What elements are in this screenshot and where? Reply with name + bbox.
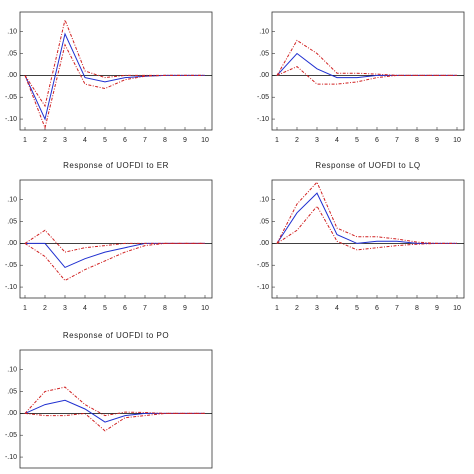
x-tick-label: 5 [355,305,359,312]
x-tick-label: 1 [275,305,279,312]
y-tick-label: .10 [259,29,269,36]
response-line [24,386,205,417]
y-tick-label: -.10 [5,454,17,461]
response-line [24,399,205,423]
y-tick-label: .00 [259,72,269,79]
x-tick-label: 3 [315,305,319,312]
x-tick-label: 1 [275,137,279,144]
panel-title: Response of UOFDI to PO [63,331,169,340]
plot-frame [19,349,213,469]
plot-frame [271,11,465,131]
x-tick-label: 6 [123,137,127,144]
y-tick-label: -.05 [5,432,17,439]
y-tick-label: -.10 [5,116,17,123]
x-tick-label: 2 [295,305,299,312]
response-line [24,242,205,282]
x-tick-label: 1 [23,137,27,144]
y-tick-label: .05 [7,388,17,395]
response-line [276,39,457,76]
x-tick-label: 9 [183,305,187,312]
x-tick-label: 7 [395,305,399,312]
response-line [24,18,205,108]
y-tick-label: .05 [7,218,17,225]
x-tick-label: 3 [63,305,67,312]
y-tick-label: .10 [259,197,269,204]
y-tick-label: -.10 [257,116,269,123]
x-tick-label: 2 [43,137,47,144]
y-tick-label: .10 [7,367,17,374]
response-line [276,52,457,79]
x-tick-label: 4 [335,305,339,312]
y-tick-label: .00 [7,72,17,79]
y-tick-label: .05 [259,50,269,57]
y-tick-label: -.05 [257,94,269,101]
x-tick-label: 8 [163,137,167,144]
x-tick-label: 2 [43,305,47,312]
response-line [276,192,457,244]
response-line [276,66,457,85]
response-line [25,242,205,269]
response-line [276,181,457,244]
x-tick-label: 9 [435,305,439,312]
plot-frame [19,179,213,299]
x-tick-label: 6 [375,305,379,312]
x-tick-label: 5 [355,137,359,144]
x-tick-label: 6 [375,137,379,144]
x-tick-label: 1 [23,305,27,312]
x-tick-label: 7 [143,305,147,312]
y-tick-label: -.05 [257,262,269,269]
x-tick-label: 10 [201,137,209,144]
x-tick-label: 7 [143,137,147,144]
response-line [24,412,205,432]
x-tick-label: 8 [415,137,419,144]
x-tick-label: 4 [83,137,87,144]
y-tick-label: .05 [259,218,269,225]
x-tick-label: 8 [415,305,419,312]
y-tick-label: -.10 [257,284,269,291]
x-tick-label: 8 [163,305,167,312]
x-tick-label: 10 [201,305,209,312]
y-tick-label: .00 [259,240,269,247]
y-tick-label: .10 [7,29,17,36]
x-tick-label: 10 [453,305,461,312]
x-tick-label: 4 [83,305,87,312]
x-tick-label: 6 [123,305,127,312]
plot-frame [19,11,213,131]
y-tick-label: -.05 [5,262,17,269]
panel-title: Response of UOFDI to LQ [315,161,420,170]
x-tick-label: 5 [103,305,107,312]
x-tick-label: 9 [183,137,187,144]
response-line [24,43,205,130]
x-tick-label: 4 [335,137,339,144]
x-tick-label: 10 [453,137,461,144]
x-tick-label: 7 [395,137,399,144]
x-tick-label: 2 [295,137,299,144]
x-tick-label: 9 [435,137,439,144]
x-tick-label: 5 [103,137,107,144]
y-tick-label: .00 [7,410,17,417]
panel-title: Response of UOFDI to ER [63,161,169,170]
plot-frame [271,179,465,299]
y-tick-label: -.05 [5,94,17,101]
y-tick-label: -.10 [5,284,17,291]
y-tick-label: .10 [7,197,17,204]
x-tick-label: 3 [315,137,319,144]
x-tick-label: 3 [63,137,67,144]
y-tick-label: .05 [7,50,17,57]
y-tick-label: .00 [7,240,17,247]
response-line [24,229,205,253]
response-line [276,205,457,251]
